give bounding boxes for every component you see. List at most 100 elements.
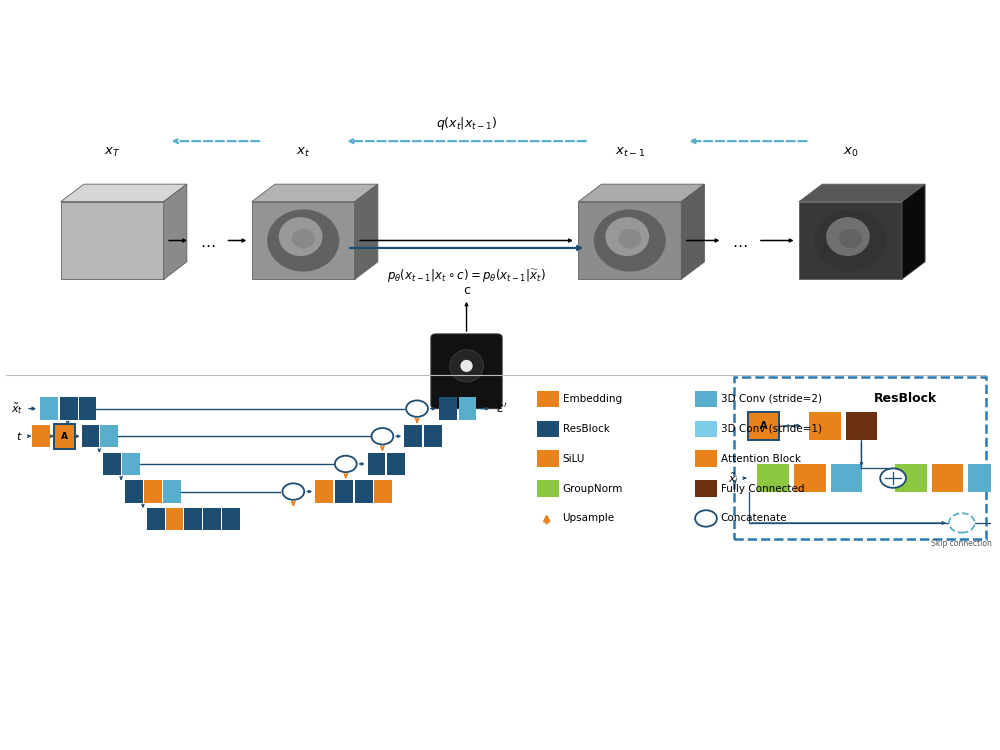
FancyBboxPatch shape [387, 453, 405, 476]
Circle shape [335, 456, 357, 472]
FancyBboxPatch shape [695, 391, 717, 407]
Text: $\cdots$: $\cdots$ [732, 237, 748, 252]
FancyBboxPatch shape [166, 508, 183, 530]
FancyBboxPatch shape [222, 508, 240, 530]
Text: 3D Conv (stride=1): 3D Conv (stride=1) [721, 424, 822, 433]
Ellipse shape [460, 360, 473, 372]
FancyBboxPatch shape [125, 480, 143, 502]
Ellipse shape [839, 229, 862, 248]
Ellipse shape [292, 229, 315, 248]
FancyBboxPatch shape [184, 508, 202, 530]
Ellipse shape [605, 217, 649, 256]
FancyBboxPatch shape [163, 480, 181, 502]
Text: $x_T$: $x_T$ [104, 146, 120, 159]
Text: Embedding: Embedding [563, 394, 622, 404]
Text: $\tilde{x}_i$: $\tilde{x}_i$ [728, 471, 739, 485]
FancyBboxPatch shape [439, 398, 457, 420]
Text: A: A [61, 432, 68, 441]
Text: $q(x_t|x_{t-1})$: $q(x_t|x_{t-1})$ [436, 116, 497, 132]
FancyBboxPatch shape [831, 464, 862, 492]
Circle shape [880, 469, 906, 488]
FancyBboxPatch shape [695, 451, 717, 467]
FancyBboxPatch shape [968, 464, 1000, 492]
Text: $x_{t-1}$: $x_{t-1}$ [615, 146, 645, 159]
Ellipse shape [826, 217, 870, 256]
FancyBboxPatch shape [809, 412, 841, 440]
FancyBboxPatch shape [404, 425, 422, 448]
FancyBboxPatch shape [144, 480, 162, 502]
FancyBboxPatch shape [757, 464, 789, 492]
FancyBboxPatch shape [846, 412, 877, 440]
FancyBboxPatch shape [32, 425, 50, 448]
FancyBboxPatch shape [794, 464, 826, 492]
Text: 3D Conv (stride=2): 3D Conv (stride=2) [721, 394, 822, 404]
Text: Attention Block: Attention Block [721, 454, 801, 464]
Circle shape [282, 483, 304, 500]
Circle shape [695, 510, 717, 526]
FancyBboxPatch shape [431, 334, 502, 409]
FancyBboxPatch shape [79, 398, 96, 420]
FancyBboxPatch shape [695, 421, 717, 437]
FancyBboxPatch shape [695, 480, 717, 496]
Ellipse shape [450, 350, 483, 382]
Polygon shape [799, 202, 902, 279]
Text: ResBlock: ResBlock [874, 392, 937, 405]
Text: $x_0$: $x_0$ [843, 146, 858, 159]
Text: $t$: $t$ [16, 430, 23, 442]
FancyBboxPatch shape [537, 421, 559, 437]
FancyBboxPatch shape [40, 398, 58, 420]
FancyBboxPatch shape [537, 480, 559, 496]
FancyBboxPatch shape [54, 424, 75, 448]
Polygon shape [61, 202, 164, 279]
FancyBboxPatch shape [315, 480, 333, 502]
Text: $\tilde{x}_t$: $\tilde{x}_t$ [11, 401, 23, 416]
Text: Skip connection: Skip connection [931, 539, 992, 548]
Polygon shape [578, 202, 681, 279]
Polygon shape [681, 184, 704, 279]
Text: Upsample: Upsample [563, 514, 615, 523]
FancyBboxPatch shape [355, 480, 373, 502]
Circle shape [949, 513, 975, 532]
FancyBboxPatch shape [100, 425, 118, 448]
Circle shape [372, 428, 393, 445]
FancyBboxPatch shape [103, 453, 121, 476]
FancyBboxPatch shape [203, 508, 221, 530]
FancyBboxPatch shape [734, 377, 986, 539]
Text: $\epsilon'$: $\epsilon'$ [496, 401, 508, 416]
Text: $p_\theta(x_{t-1}|x_t \circ c) = p_\theta(x_{t-1}|\widetilde{x}_t)$: $p_\theta(x_{t-1}|x_t \circ c) = p_\thet… [387, 267, 546, 284]
Text: SiLU: SiLU [563, 454, 585, 464]
FancyBboxPatch shape [82, 425, 99, 448]
FancyBboxPatch shape [537, 451, 559, 467]
Ellipse shape [814, 209, 887, 272]
Text: ResBlock: ResBlock [563, 424, 609, 433]
Ellipse shape [618, 229, 641, 248]
FancyBboxPatch shape [147, 508, 165, 530]
FancyBboxPatch shape [122, 453, 140, 476]
Polygon shape [902, 184, 925, 279]
FancyBboxPatch shape [748, 412, 779, 440]
Polygon shape [164, 184, 187, 279]
Polygon shape [355, 184, 378, 279]
Text: Fully Connected: Fully Connected [721, 484, 804, 494]
Text: c: c [463, 284, 470, 296]
Text: $\cdots$: $\cdots$ [200, 237, 215, 252]
Ellipse shape [594, 209, 666, 272]
Polygon shape [252, 202, 355, 279]
FancyBboxPatch shape [368, 453, 385, 476]
FancyBboxPatch shape [459, 398, 476, 420]
FancyBboxPatch shape [537, 391, 559, 407]
Text: A: A [760, 421, 767, 430]
FancyBboxPatch shape [335, 480, 353, 502]
Text: GroupNorm: GroupNorm [563, 484, 623, 494]
FancyBboxPatch shape [60, 398, 78, 420]
Circle shape [406, 400, 428, 417]
FancyBboxPatch shape [374, 480, 392, 502]
Polygon shape [61, 184, 187, 202]
Polygon shape [799, 184, 925, 202]
Ellipse shape [267, 209, 339, 272]
Polygon shape [252, 184, 378, 202]
FancyBboxPatch shape [424, 425, 442, 448]
FancyBboxPatch shape [895, 464, 927, 492]
Ellipse shape [279, 217, 323, 256]
Text: $x_t$: $x_t$ [296, 146, 310, 159]
